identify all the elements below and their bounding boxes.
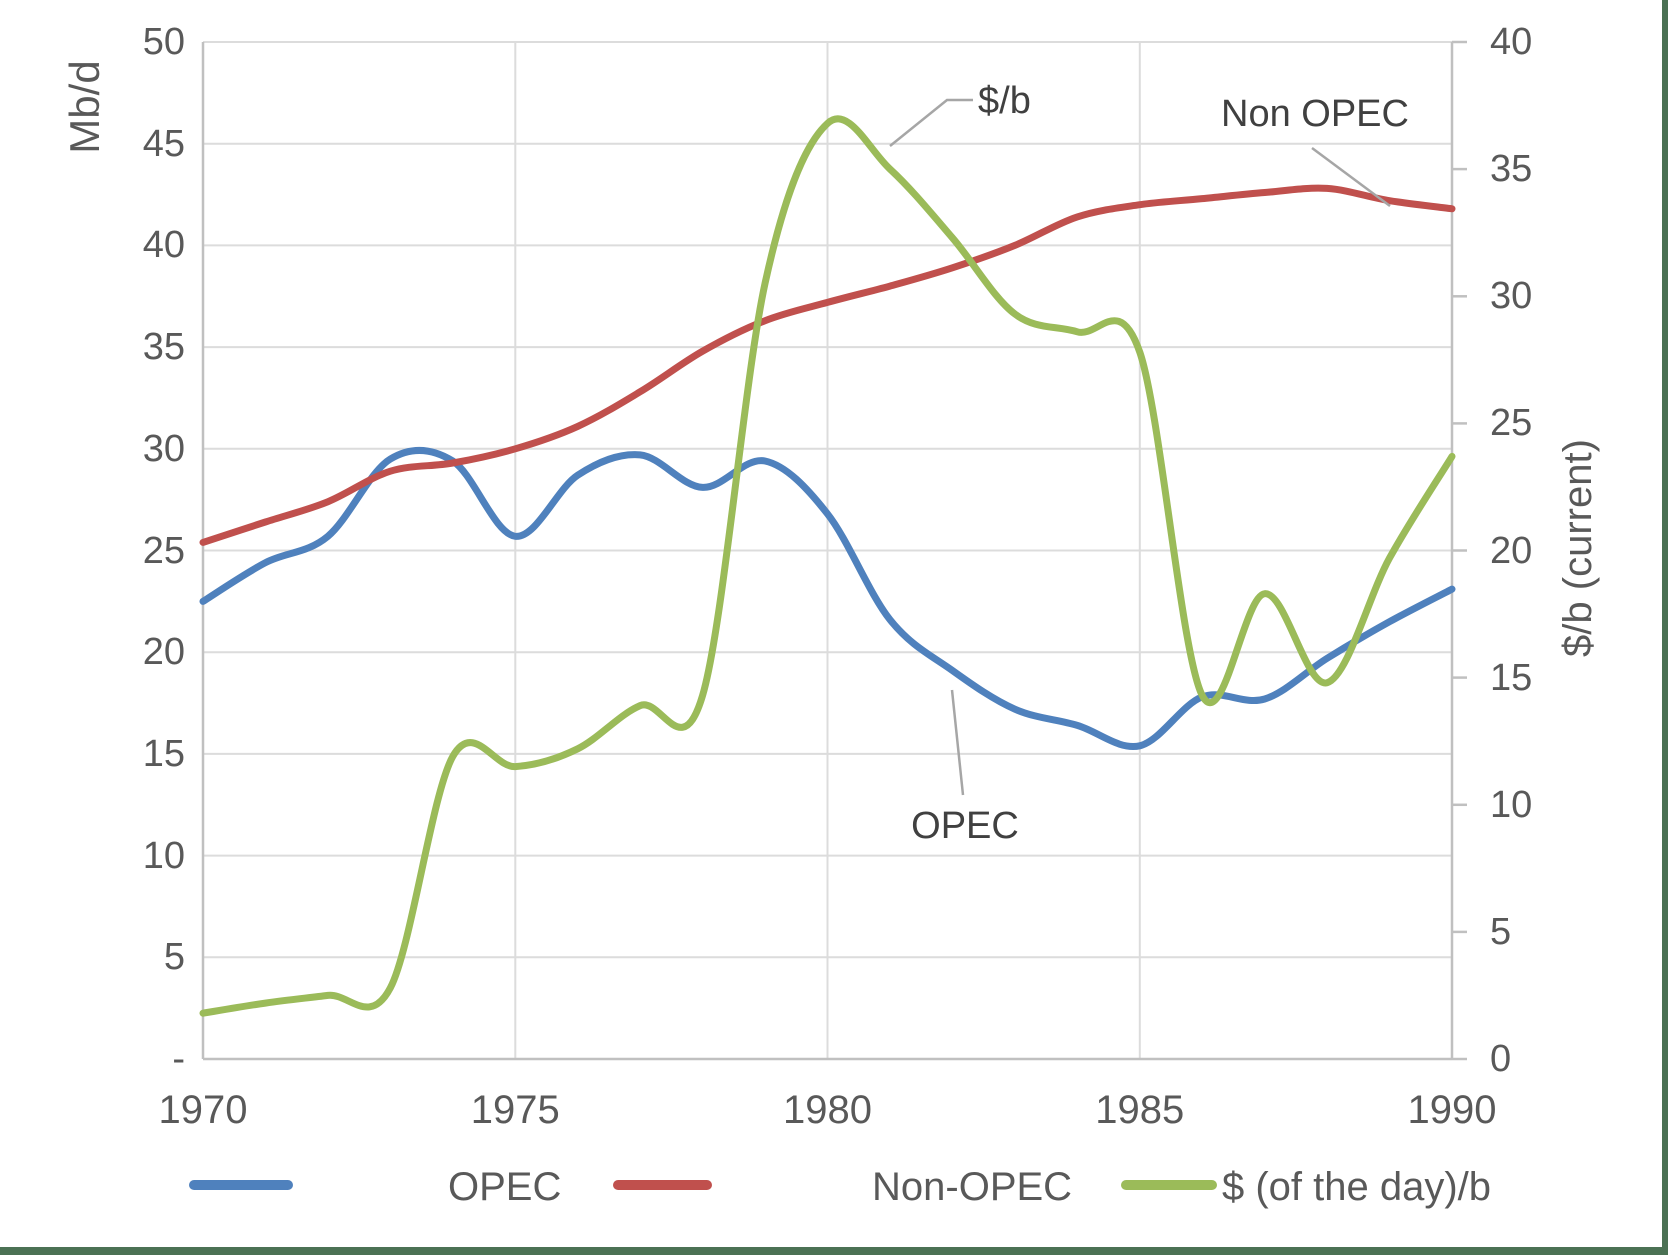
opec-annotation-label: OPEC — [911, 805, 1019, 847]
left-axis-tick-label: 40 — [142, 224, 185, 267]
right-border-bar — [1662, 0, 1668, 1255]
price-annotation-label: $/b — [978, 80, 1031, 122]
legend-label[interactable]: $ (of the day)/b — [1222, 1165, 1492, 1209]
x-axis-tick-label: 1985 — [1095, 1088, 1185, 1132]
series-opec — [199, 446, 1456, 751]
left-axis-tick-label: 10 — [142, 834, 185, 877]
left-axis-tick-label: 25 — [142, 529, 185, 572]
legend-swatch-opec[interactable] — [189, 1180, 293, 1190]
right-axis-tick-label: 30 — [1490, 275, 1533, 318]
right-axis-tick-label: 35 — [1490, 148, 1533, 191]
x-axis-tick-label: 1975 — [470, 1088, 560, 1132]
left-axis-tick-label: 15 — [142, 732, 185, 775]
opec-annotation-leader — [950, 689, 965, 796]
series--of-the-day-b — [199, 115, 1456, 1017]
series-non-opec — [199, 184, 1456, 546]
x-axis-tick-label: 1980 — [783, 1088, 872, 1132]
right-axis-title: $/b (current) — [1556, 439, 1600, 657]
right-axis-tick-label: 20 — [1490, 529, 1533, 572]
non-opec-annotation-label: Non OPEC — [1221, 93, 1409, 135]
right-axis-tick-label: 0 — [1490, 1038, 1512, 1080]
legend-swatch-non-opec[interactable] — [613, 1180, 712, 1190]
left-axis-tick-label: 20 — [142, 631, 185, 674]
left-axis-tick-label: 45 — [142, 122, 185, 165]
left-axis-tick-label: 50 — [142, 21, 185, 63]
bottom-border-bar — [0, 1247, 1668, 1255]
legend-label[interactable]: Non-OPEC — [872, 1165, 1073, 1209]
legend-label[interactable]: OPEC — [448, 1165, 562, 1209]
left-axis-tick-label: - — [172, 1038, 185, 1080]
legend-swatch--of-the-day-b[interactable] — [1121, 1180, 1217, 1190]
right-axis-tick-label: 10 — [1490, 783, 1533, 826]
right-axis-tick-label: 25 — [1490, 402, 1533, 445]
left-axis-title: Mb/d — [61, 60, 108, 154]
x-axis-tick-label: 1990 — [1407, 1088, 1497, 1132]
right-axis-tick-label: 15 — [1490, 656, 1533, 699]
right-axis-tick-label: 5 — [1490, 910, 1512, 953]
x-axis-tick-label: 1970 — [158, 1088, 248, 1132]
left-axis-tick-label: 5 — [163, 936, 185, 979]
price-annotation-leader — [889, 98, 973, 147]
non-opec-annotation-leader — [1311, 146, 1391, 208]
left-axis-tick-label: 30 — [142, 427, 185, 470]
left-axis-tick-label: 35 — [142, 326, 185, 369]
right-axis-tick-label: 40 — [1490, 21, 1533, 63]
